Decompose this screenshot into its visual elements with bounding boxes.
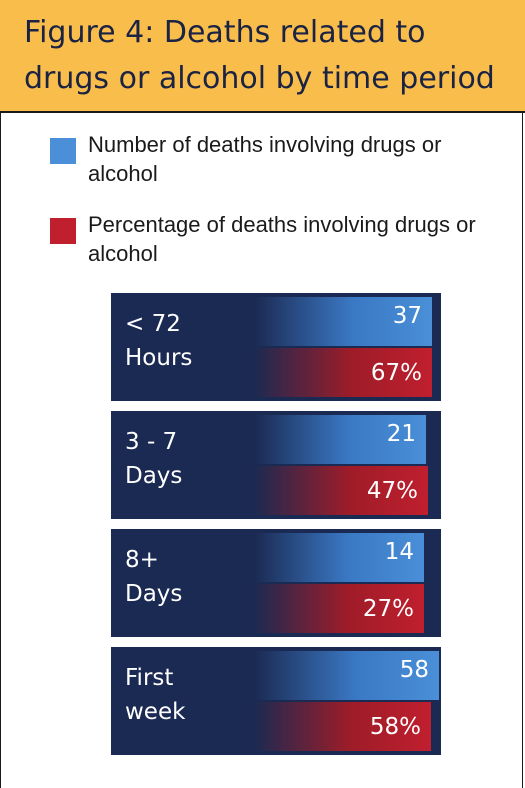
percentage-bar-3-7-days: 47%	[254, 466, 428, 515]
legend-label-count: Number of deaths involving drugs or alco…	[88, 132, 442, 186]
percentage-value-first-week: 58%	[369, 714, 421, 740]
category-label-72-hours: < 72 Hours	[125, 311, 193, 371]
percentage-value-3-7-days: 47%	[366, 478, 418, 504]
legend: Number of deaths involving drugs or alco…	[50, 130, 510, 290]
category-label-8-days: 8+ Days	[125, 547, 183, 607]
percentage-bar-8-days: 27%	[254, 584, 424, 633]
figure-title: Figure 4: Deaths related to drugs or alc…	[24, 15, 495, 96]
category-label-3-7-days: 3 - 7 Days	[125, 429, 183, 489]
figure-header: Figure 4: Deaths related to drugs or alc…	[0, 0, 525, 113]
legend-swatch-count	[50, 138, 76, 164]
panel-first-week: First week 58 58%	[111, 647, 441, 755]
count-value-8-days: 14	[384, 539, 414, 565]
count-bar-72-hours: 37	[254, 297, 432, 346]
category-label-first-week: First week	[125, 665, 186, 725]
percentage-value-72-hours: 67%	[370, 360, 422, 386]
percentage-bar-first-week: 58%	[254, 702, 431, 751]
count-bar-8-days: 14	[254, 533, 424, 582]
panel-8-days: 8+ Days 14 27%	[111, 529, 441, 637]
count-value-3-7-days: 21	[386, 421, 416, 447]
count-value-72-hours: 37	[392, 303, 422, 329]
legend-item-percentage: Percentage of deaths involving drugs or …	[50, 210, 510, 268]
panel-3-7-days: 3 - 7 Days 21 47%	[111, 411, 441, 519]
count-bar-3-7-days: 21	[254, 415, 426, 464]
count-value-first-week: 58	[399, 657, 429, 683]
legend-label-percentage: Percentage of deaths involving drugs or …	[88, 212, 476, 266]
legend-swatch-percentage	[50, 218, 76, 244]
legend-item-count: Number of deaths involving drugs or alco…	[50, 130, 510, 188]
percentage-bar-72-hours: 67%	[254, 348, 432, 397]
panel-72-hours: < 72 Hours 37 67%	[111, 293, 441, 401]
count-bar-first-week: 58	[254, 651, 439, 700]
percentage-value-8-days: 27%	[362, 596, 414, 622]
